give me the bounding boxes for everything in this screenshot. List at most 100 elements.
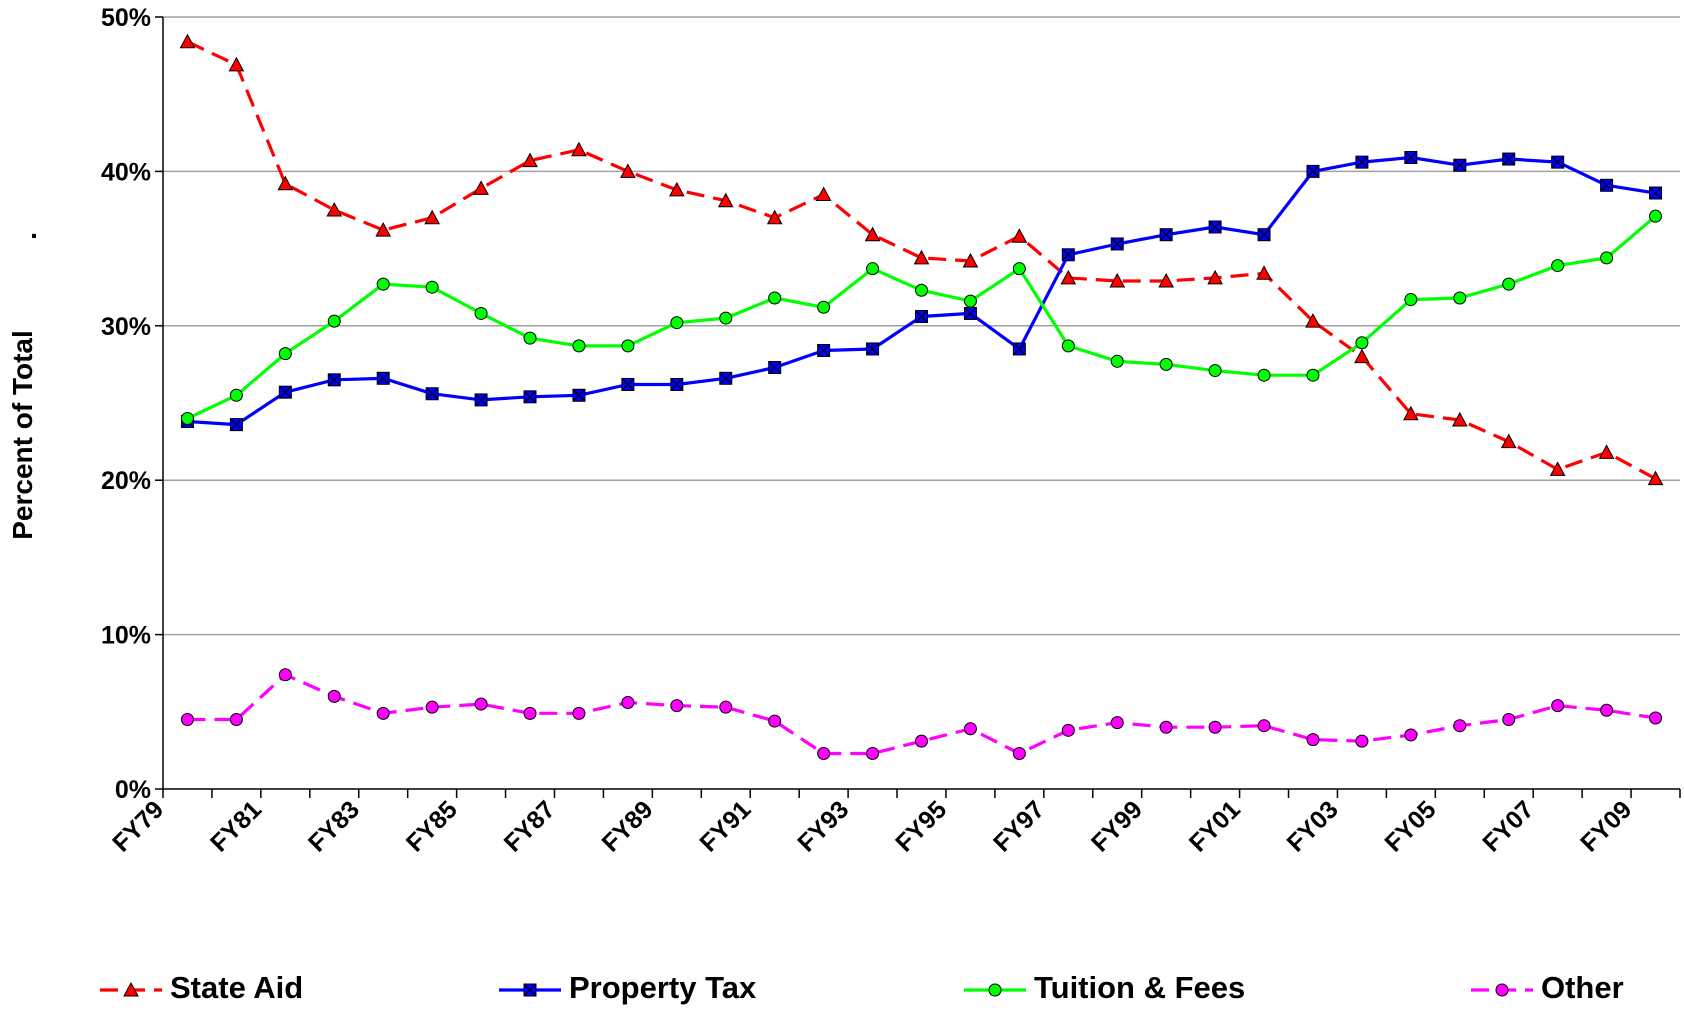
- marker: [1061, 339, 1075, 353]
- marker-cross: [818, 345, 830, 356]
- marker: [1551, 155, 1565, 169]
- marker-cross: [769, 362, 781, 373]
- marker: [1404, 151, 1418, 165]
- marker-cross: [720, 372, 732, 384]
- marker: [1011, 228, 1028, 243]
- marker: [572, 388, 586, 402]
- legend-label: Tuition & Fees: [1034, 970, 1245, 1005]
- legend-label: Property Tax: [569, 970, 757, 1005]
- marker: [425, 700, 439, 714]
- marker: [1207, 269, 1223, 285]
- marker-cross: [328, 374, 340, 386]
- marker: [1257, 228, 1271, 242]
- marker: [963, 306, 977, 320]
- marker: [1355, 734, 1369, 748]
- x-tick-label: FY07: [1477, 795, 1539, 857]
- x-tick-label: FY93: [792, 795, 854, 857]
- y-tick-label: 10%: [101, 622, 151, 650]
- marker: [277, 175, 294, 191]
- marker: [668, 181, 685, 197]
- marker: [425, 280, 439, 294]
- marker: [866, 746, 880, 760]
- marker-cross: [1111, 238, 1123, 250]
- marker: [1159, 720, 1173, 734]
- marker: [1551, 259, 1565, 273]
- marker: [1500, 433, 1517, 449]
- marker: [376, 371, 390, 385]
- x-tick-label: FY81: [205, 795, 267, 857]
- x-tick-label: FY09: [1575, 795, 1637, 857]
- marker: [1012, 746, 1026, 760]
- marker: [425, 387, 439, 401]
- marker: [670, 699, 684, 713]
- legend-label: Other: [1541, 970, 1624, 1005]
- marker: [523, 390, 537, 404]
- marker: [1600, 178, 1614, 192]
- legend-marker: [123, 981, 139, 997]
- marker: [375, 222, 392, 237]
- marker: [571, 141, 587, 157]
- marker: [1061, 723, 1075, 737]
- marker-cross: [671, 379, 683, 390]
- marker-cross: [524, 984, 536, 996]
- marker: [670, 377, 684, 391]
- marker: [913, 249, 930, 265]
- marker: [1256, 265, 1272, 280]
- marker-cross: [1356, 156, 1368, 168]
- marker: [1306, 733, 1320, 747]
- marker: [474, 306, 488, 320]
- annotation: .: [30, 213, 38, 244]
- marker: [915, 283, 928, 297]
- x-tick-label: FY95: [890, 795, 952, 857]
- x-tick-label: FY83: [303, 795, 365, 857]
- marker: [229, 418, 243, 432]
- y-tick-label: 50%: [101, 4, 151, 32]
- marker: [717, 192, 734, 208]
- marker: [1403, 405, 1419, 421]
- marker: [327, 373, 341, 387]
- marker: [621, 339, 635, 353]
- marker-cross: [1160, 229, 1172, 241]
- marker-cross: [1307, 165, 1319, 177]
- marker: [719, 371, 733, 385]
- marker: [1208, 220, 1222, 234]
- marker-cross: [426, 388, 438, 400]
- marker: [621, 696, 635, 710]
- marker: [327, 689, 341, 703]
- marker-cross: [524, 391, 536, 403]
- marker: [1404, 293, 1418, 307]
- marker-cross: [230, 419, 242, 431]
- marker: [474, 697, 488, 711]
- marker: [376, 277, 390, 291]
- marker: [1502, 277, 1516, 291]
- marker-cross: [622, 379, 634, 390]
- marker: [1549, 461, 1566, 476]
- marker: [1159, 228, 1173, 242]
- marker: [768, 714, 782, 728]
- marker: [523, 331, 537, 345]
- x-tick-label: FY01: [1184, 795, 1246, 857]
- marker: [670, 316, 684, 330]
- y-tick-label: 40%: [101, 158, 151, 186]
- x-tick-label: FY99: [1086, 795, 1148, 857]
- marker: [523, 706, 537, 720]
- marker: [572, 339, 586, 353]
- marker: [278, 385, 292, 399]
- marker-cross: [573, 389, 585, 401]
- marker: [817, 300, 831, 314]
- marker-cross: [279, 386, 291, 398]
- marker: [473, 180, 489, 195]
- marker: [1012, 262, 1026, 276]
- marker: [768, 360, 782, 374]
- marker: [1110, 354, 1124, 368]
- marker: [1551, 699, 1565, 713]
- marker: [278, 668, 292, 682]
- marker-cross: [965, 308, 976, 319]
- marker: [1060, 269, 1077, 285]
- marker: [572, 706, 586, 720]
- marker: [327, 314, 341, 328]
- marker: [815, 186, 832, 202]
- marker-cross: [475, 394, 487, 406]
- marker: [963, 722, 977, 736]
